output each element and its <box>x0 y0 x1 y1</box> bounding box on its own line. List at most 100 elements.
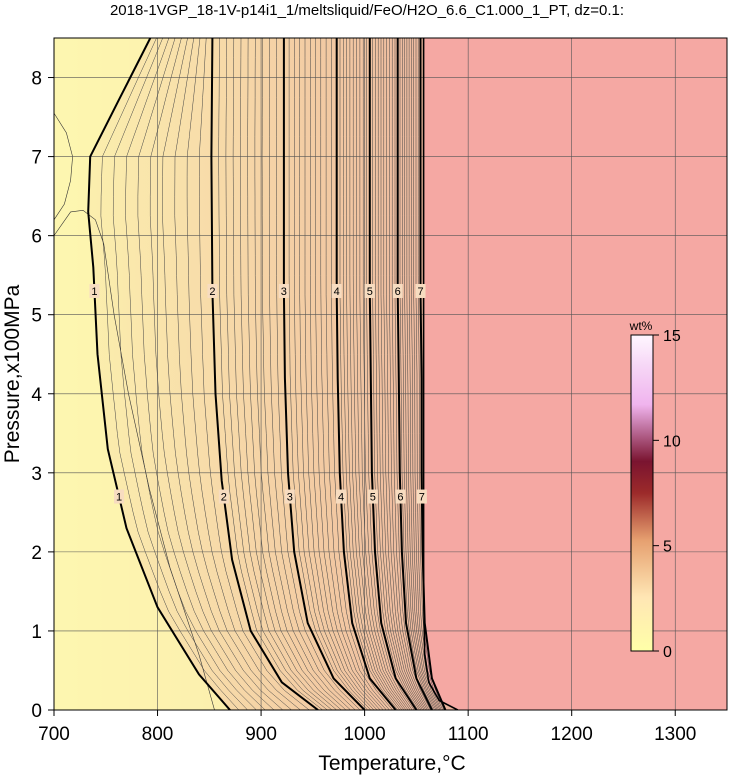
interp-contour-35 <box>366 38 415 710</box>
interp-contour-33 <box>359 38 411 710</box>
y-tick-label-4: 4 <box>31 385 42 406</box>
interp-contour-43 <box>391 38 430 710</box>
y-tick-label-5: 5 <box>31 306 42 327</box>
contour-label-1-1: 1 <box>116 492 122 504</box>
colorbar-label: wt% <box>629 319 653 333</box>
y-tick-label-1: 1 <box>31 622 42 643</box>
interp-contour-38 <box>377 38 422 710</box>
interp-contour-47 <box>404 38 437 710</box>
x-tick-label-1100: 1100 <box>448 724 489 745</box>
minor-contour-0 <box>54 112 73 220</box>
interp-contour-44 <box>394 38 431 710</box>
interp-contour-50 <box>411 38 441 710</box>
contour-2 <box>210 38 319 710</box>
low-melt-band <box>54 38 230 710</box>
interp-contour-31 <box>352 38 407 710</box>
solidus-line <box>422 38 459 710</box>
interp-contour-22 <box>310 38 381 710</box>
contour-label-7-0: 7 <box>417 286 423 298</box>
x-tick-label-800: 800 <box>142 724 174 745</box>
contour-label-6-1: 6 <box>397 492 403 504</box>
interp-contour-37 <box>375 38 420 710</box>
contour-5 <box>368 38 418 710</box>
contour-label-2-1: 2 <box>221 492 227 504</box>
interp-contour-39 <box>380 38 423 710</box>
interp-contour-29 <box>346 38 403 710</box>
contour-label-5-0: 5 <box>367 286 373 298</box>
interp-contour-8 <box>199 38 310 710</box>
contour-label-2-0: 2 <box>209 286 215 298</box>
interp-contour-40 <box>383 38 425 710</box>
colorbar-tick-label-15: 15 <box>663 328 681 345</box>
interp-contour-45 <box>399 38 434 710</box>
interp-contour-52 <box>415 38 443 710</box>
y-axis-label: Pressure,x100MPa <box>1 284 24 463</box>
contour-label-bg-4-1 <box>336 489 347 504</box>
interp-contour-34 <box>362 38 413 710</box>
interp-contour-51 <box>413 38 442 710</box>
minor-contours <box>54 38 445 710</box>
colorbar-tick-label-0: 0 <box>663 644 672 661</box>
interp-contour-27 <box>339 38 398 710</box>
contour-label-bg-3-0 <box>278 283 289 298</box>
interp-contour-7 <box>186 38 301 710</box>
interp-contour-2 <box>125 38 257 710</box>
interp-contour-23 <box>315 38 384 710</box>
contour-label-bg-5-0 <box>364 283 375 298</box>
y-tick-label-2: 2 <box>31 543 42 564</box>
interp-contour-19 <box>294 38 371 710</box>
interp-contour-25 <box>325 38 390 710</box>
contour-4 <box>335 38 397 710</box>
interp-contour-6 <box>174 38 292 710</box>
contour-label-3-1: 3 <box>287 492 293 504</box>
contour-label-bg-4-0 <box>331 283 342 298</box>
interp-contour-53 <box>417 38 445 710</box>
interp-contour-9 <box>218 38 323 710</box>
interp-contour-15 <box>261 38 351 710</box>
contour-6 <box>396 38 433 710</box>
x-tick-label-1000: 1000 <box>343 724 385 745</box>
colorbar-tick-label-5: 5 <box>663 539 672 556</box>
colorbar: wt% 0 5 10 15 <box>629 319 681 661</box>
contour-label-bg-1-1 <box>114 489 125 504</box>
interp-contour-48 <box>406 38 438 710</box>
contour-3 <box>282 38 366 710</box>
interp-contour-18 <box>288 38 368 710</box>
interp-contour-13 <box>247 38 342 710</box>
colorbar-ramp <box>630 334 654 652</box>
contour-label-bg-2-1 <box>218 489 229 504</box>
contour-label-6-0: 6 <box>395 286 401 298</box>
interp-contour-28 <box>343 38 400 710</box>
contour-label-bg-2-0 <box>207 283 218 298</box>
plot-frame <box>53 37 728 711</box>
y-tick-label-8: 8 <box>31 69 42 90</box>
interp-contour-30 <box>349 38 405 710</box>
y-axis: 0 1 2 3 4 5 6 7 8 <box>31 69 54 722</box>
contour-label-4-1: 4 <box>338 492 344 504</box>
contour-label-4-0: 4 <box>334 286 340 298</box>
x-axis-label: Temperature,°C <box>318 752 465 775</box>
x-tick-label-1200: 1200 <box>551 724 593 745</box>
grid <box>54 38 727 710</box>
interp-contour-20 <box>299 38 375 710</box>
y-tick-label-7: 7 <box>31 148 42 169</box>
interp-contour-49 <box>408 38 439 710</box>
x-tick-label-900: 900 <box>245 724 277 745</box>
interp-contour-11 <box>232 38 333 710</box>
interp-contour-21 <box>304 38 378 710</box>
x-tick-label-700: 700 <box>38 724 70 745</box>
contour-7 <box>419 38 447 710</box>
contour-1 <box>87 38 231 710</box>
chart-title: 2018-1VGP_18-1V-p14i1_1/meltsliquid/FeO/… <box>110 2 624 19</box>
y-tick-label-0: 0 <box>31 701 42 722</box>
interp-contour-17 <box>276 38 361 710</box>
x-axis: 700 800 900 1000 1100 1200 1300 <box>38 710 696 745</box>
contour-label-1-0: 1 <box>91 286 97 298</box>
contour-label-bg-7-0 <box>415 283 426 298</box>
interp-contour-3 <box>137 38 266 710</box>
y-tick-label-6: 6 <box>31 227 42 248</box>
interp-contour-42 <box>389 38 428 710</box>
contour-label-5-1: 5 <box>370 492 376 504</box>
